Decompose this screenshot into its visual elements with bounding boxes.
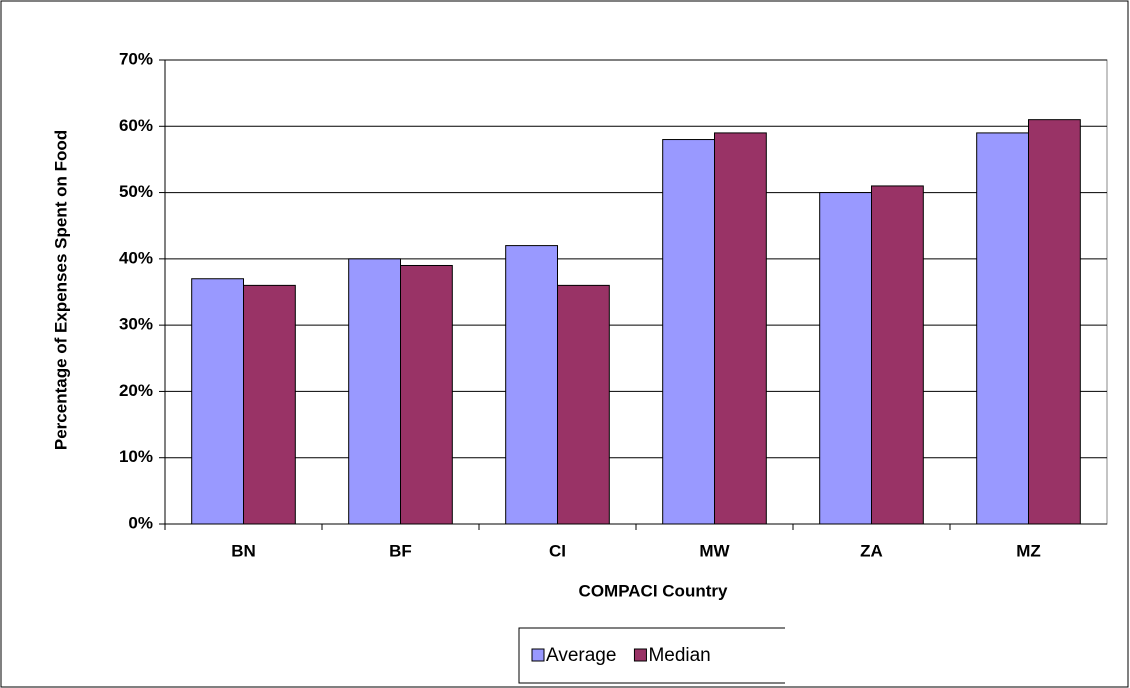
bar [714,132,767,525]
y-tick-label: 10% [119,447,153,466]
legend-swatch [531,648,545,662]
x-tick-label: BF [389,541,412,560]
bar [400,264,453,525]
y-tick-label: 30% [119,315,153,334]
y-tick-label: 70% [119,49,153,68]
legend-box [518,627,785,684]
x-axis-label: COMPACI Country [579,581,728,600]
bar [557,284,610,525]
x-tick-label: BN [231,541,256,560]
plot-area [164,59,1108,525]
x-tick-label: CI [549,541,566,560]
bar [348,258,402,525]
bar [662,139,716,525]
bar [976,132,1030,525]
legend-swatch [633,648,647,662]
bar [1028,119,1081,525]
bar [871,185,924,525]
y-tick-label: 20% [119,381,153,400]
x-tick-label: ZA [860,541,883,560]
x-tick-label: MW [699,541,730,560]
y-tick-label: 60% [119,116,153,135]
y-axis-label: Percentage of Expenses Spent on Food [51,130,70,450]
legend-label: Average [546,645,616,666]
bar [243,284,296,525]
bar [505,245,559,525]
x-tick-label: MZ [1016,541,1041,560]
legend-label: Median [648,645,710,666]
y-tick-label: 40% [119,248,153,267]
y-tick-label: 0% [128,513,153,532]
bar [191,278,245,525]
bar [819,192,873,525]
y-tick-label: 50% [119,182,153,201]
